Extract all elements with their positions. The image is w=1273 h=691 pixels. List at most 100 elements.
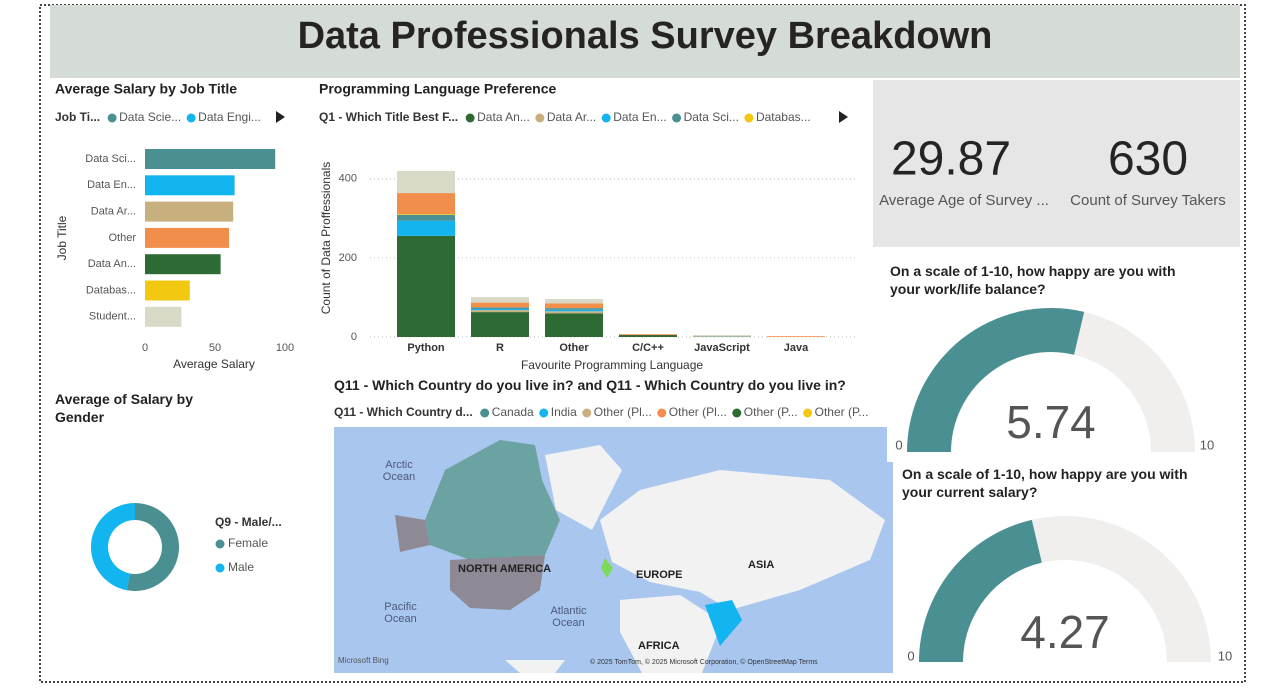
- legend-marker: [465, 113, 475, 123]
- y-tick-label: Data En...: [87, 179, 136, 191]
- x-tick-label: Other: [559, 342, 589, 354]
- bar-segment: [545, 308, 603, 310]
- legend-label: Other (Pl...: [594, 405, 652, 419]
- x-tick-label: Python: [407, 342, 445, 354]
- continent-label: EUROPE: [636, 569, 683, 581]
- country-other[interactable]: [395, 515, 430, 552]
- country-canada[interactable]: [425, 440, 560, 560]
- legend-marker: [215, 539, 225, 549]
- page-title: Data Professionals Survey Breakdown: [298, 15, 993, 57]
- bar-segment: [397, 220, 455, 236]
- continent-label: ASIA: [748, 559, 775, 571]
- donut-slice: [126, 503, 179, 591]
- continent-label: AFRICA: [638, 640, 680, 652]
- gauge-value: 4.27: [1020, 606, 1110, 658]
- legend-marker: [657, 408, 667, 418]
- x-axis-label: Favourite Programming Language: [521, 358, 703, 372]
- bar: [145, 175, 235, 196]
- bar-segment: [397, 193, 455, 215]
- chart-title: Programming Language Preference: [319, 81, 557, 97]
- gauge-min: 0: [895, 437, 902, 452]
- bar-segment: [545, 299, 603, 304]
- legend-label: Other (P...: [744, 405, 798, 419]
- y-tick-label: Data Ar...: [91, 206, 136, 218]
- legend-label: Male: [228, 560, 254, 574]
- bar: [145, 201, 234, 222]
- map[interactable]: [334, 427, 893, 673]
- bar-segment: [545, 303, 603, 309]
- bar: [145, 306, 182, 327]
- legend-label: Data Engi...: [198, 110, 261, 124]
- legend-label: Data En...: [613, 110, 666, 124]
- y-tick-label: Data Sci...: [85, 153, 136, 165]
- legend-marker: [215, 563, 225, 573]
- bar: [145, 149, 276, 169]
- country-other[interactable]: [450, 555, 545, 610]
- y-axis-label: Job Title: [55, 215, 69, 260]
- x-tick-label: JavaScript: [694, 342, 750, 354]
- map-logo: Microsoft Bing: [338, 656, 389, 665]
- map-attribution: © 2025 TomTom, © 2025 Microsoft Corporat…: [590, 659, 818, 666]
- kpi-panel: [873, 80, 1240, 247]
- bar-segment: [471, 297, 529, 303]
- gauge-title: On a scale of 1-10, how happy are you wi…: [890, 263, 1176, 297]
- ocean-label: Pacific Ocean: [384, 601, 417, 625]
- country-india[interactable]: [705, 600, 742, 646]
- legend-label: Other (Pl...: [669, 405, 727, 419]
- legend-title: Job Ti...: [55, 110, 100, 124]
- legend-marker: [803, 408, 813, 418]
- continent-label: NORTH AMERICA: [458, 563, 552, 575]
- bar-segment: [545, 309, 603, 312]
- bar-segment: [471, 312, 529, 337]
- gauge-max: 10: [1218, 648, 1232, 663]
- bar-segment: [471, 307, 529, 309]
- bar-segment: [397, 235, 455, 337]
- bar-segment: [693, 335, 751, 337]
- y-tick-label: Student...: [89, 311, 136, 323]
- legend-title: Q9 - Male/...: [215, 515, 282, 529]
- land: [620, 595, 722, 673]
- y-tick-label: 200: [339, 252, 357, 264]
- kpi-label: Count of Survey Takers: [1070, 192, 1226, 209]
- legend-marker: [672, 113, 682, 123]
- x-tick-label: 0: [142, 342, 148, 354]
- map-title: Q11 - Which Country do you live in? and …: [334, 377, 846, 393]
- legend-marker: [744, 113, 754, 123]
- kpi-value: 29.87: [891, 133, 1011, 186]
- legend-marker: [582, 408, 592, 418]
- legend-marker: [535, 113, 545, 123]
- donut-slice: [90, 503, 135, 591]
- legend-label: Other (P...: [815, 405, 869, 419]
- y-tick-label: 400: [339, 173, 357, 185]
- gauge-title: On a scale of 1-10, how happy are you wi…: [902, 466, 1188, 500]
- y-tick-label: Databas...: [86, 284, 136, 296]
- country-other[interactable]: [601, 558, 613, 578]
- bar-segment: [471, 308, 529, 311]
- legend-more[interactable]: [839, 111, 848, 123]
- gauge-min: 0: [907, 648, 914, 663]
- legend-more[interactable]: [276, 111, 285, 123]
- gauge-max: 10: [1200, 437, 1214, 452]
- legend-label: India: [551, 405, 577, 419]
- legend-label: Databas...: [756, 110, 811, 124]
- legend-marker: [480, 408, 490, 418]
- legend-marker: [186, 113, 196, 123]
- x-tick-label: Java: [784, 342, 809, 354]
- ocean-label: Atlantic Ocean: [550, 605, 587, 629]
- legend-marker: [539, 408, 549, 418]
- legend-label: Data An...: [477, 110, 530, 124]
- bar-segment: [545, 313, 603, 337]
- page-border: [39, 4, 1246, 683]
- x-tick-label: C/C++: [632, 342, 664, 354]
- ocean-label: Arctic Ocean: [382, 459, 416, 483]
- legend-label: Data Scie...: [119, 110, 181, 124]
- donut-title: Average of Salary by Gender: [55, 391, 193, 425]
- kpi-value: 630: [1108, 133, 1188, 186]
- legend-title: Q11 - Which Country d...: [334, 405, 473, 419]
- kpi-label: Average Age of Survey ...: [879, 192, 1049, 209]
- gauge-value: 5.74: [1006, 396, 1096, 448]
- bar: [145, 227, 229, 248]
- x-tick-label: 50: [209, 342, 221, 354]
- y-tick-label: Other: [108, 232, 136, 244]
